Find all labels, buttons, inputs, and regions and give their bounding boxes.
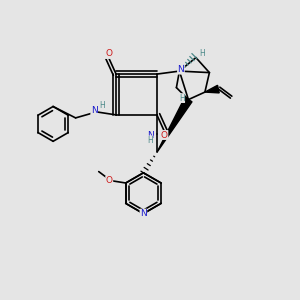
Text: N: N: [178, 65, 184, 74]
Text: N: N: [140, 209, 147, 218]
Text: N: N: [91, 106, 98, 115]
Text: O: O: [106, 176, 113, 185]
Text: H: H: [147, 136, 153, 145]
Text: O: O: [161, 130, 168, 140]
Polygon shape: [205, 85, 219, 93]
Text: H: H: [199, 50, 205, 58]
Text: H: H: [99, 101, 105, 110]
Polygon shape: [157, 98, 192, 152]
Text: N: N: [147, 130, 154, 140]
Text: H: H: [179, 94, 185, 103]
Text: O: O: [105, 50, 112, 58]
